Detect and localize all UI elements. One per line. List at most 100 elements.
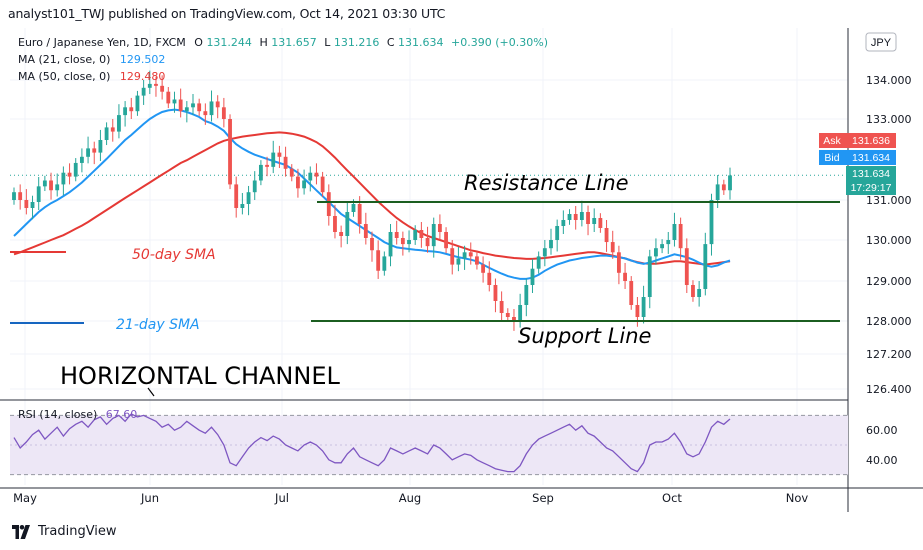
candle-body — [117, 115, 121, 132]
footer-brand[interactable]: TradingView — [10, 524, 117, 539]
candle-body — [549, 240, 553, 249]
candles — [12, 70, 732, 331]
candle-body — [598, 218, 603, 228]
candle-body — [221, 107, 226, 119]
candle-body — [610, 242, 615, 253]
candle-body — [672, 224, 677, 240]
candle-body — [376, 250, 381, 271]
legend-close-value: 131.634 — [398, 36, 444, 49]
channel-pointer — [147, 387, 155, 397]
svg-text:Euro / Japanese Yen, 1D, FXCM: Euro / Japanese Yen, 1D, FXCM O 131.244 … — [18, 36, 548, 49]
candle-body — [339, 232, 344, 236]
bid-value: 131.634 — [852, 152, 890, 164]
candle-body — [302, 180, 307, 189]
candle-body — [721, 184, 726, 191]
channel-annotation: HORIZONTAL CHANNEL — [60, 362, 340, 390]
candle-body — [18, 192, 23, 200]
legend-ma50-label: MA (50, close, 0) — [18, 70, 110, 83]
candle-body — [141, 87, 146, 96]
bid-price-tag — [846, 150, 896, 165]
candle-body — [203, 111, 208, 116]
candle-body — [524, 285, 529, 305]
candle-body — [104, 127, 109, 140]
ask-label: Ask — [823, 135, 841, 147]
candle-body — [154, 83, 158, 86]
legend-open-value: 131.244 — [206, 36, 252, 49]
time-tick-label: Oct — [662, 491, 682, 505]
channel-lines — [311, 201, 840, 322]
publish-header: analyst101_TWJ published on TradingView.… — [8, 6, 446, 21]
ask-price-tag — [846, 133, 896, 148]
candle-body — [172, 99, 177, 104]
candle-body — [561, 220, 566, 226]
price-chart[interactable]: 134.000 133.000 131.000 130.000 129.000 128.0… — [0, 24, 923, 520]
candle-body — [567, 214, 572, 220]
sma21-annotation: 21-day SMA — [116, 317, 200, 333]
candle-body — [493, 285, 498, 301]
candle-body — [147, 83, 152, 88]
candle-body — [616, 252, 621, 273]
candle-body — [400, 238, 405, 245]
candle-body — [481, 264, 486, 273]
candle-body — [703, 244, 708, 289]
svg-text:MA (50, close, 0) 129.480: MA (50, close, 0) 129.480 — [18, 70, 165, 83]
candle-body — [499, 301, 504, 313]
candle-body — [370, 238, 374, 251]
candle-body — [73, 162, 78, 177]
candle-body — [505, 313, 510, 317]
candle-body — [166, 91, 171, 104]
candle-body — [437, 224, 442, 232]
candle-body — [240, 204, 245, 208]
candle-body — [61, 172, 66, 185]
candle-body — [394, 232, 399, 238]
candle-body — [123, 107, 128, 116]
time-tick-label: Jun — [140, 491, 159, 505]
legend-ma21-value: 129.502 — [120, 53, 166, 66]
candle-body — [178, 99, 183, 112]
svg-text:RSI (14, close) 67.60: RSI (14, close) 67.60 — [18, 408, 137, 421]
price-tick-label: 129.000 — [866, 275, 912, 288]
currency-badge[interactable] — [865, 32, 897, 52]
legend-ma50-value: 129.480 — [120, 70, 166, 83]
price-tick-label: 126.400 — [866, 383, 912, 396]
candle-body — [271, 152, 276, 167]
price-axis: 134.000 133.000 131.000 130.000 129.000 128.0… — [866, 74, 912, 467]
candle-body — [431, 224, 436, 247]
candle-body — [536, 256, 541, 269]
candle-body — [12, 192, 16, 200]
price-tick-label: 133.000 — [866, 113, 912, 126]
last-price-tag — [846, 166, 896, 195]
candle-body — [419, 230, 424, 238]
ask-value: 131.636 — [852, 135, 890, 147]
candle-body — [604, 228, 609, 243]
candle-body — [512, 317, 516, 321]
candle-body — [160, 85, 165, 92]
candle-body — [24, 200, 29, 208]
legend-high-value: 131.657 — [271, 36, 317, 49]
legend-open-label: O — [194, 36, 203, 49]
candle-body — [110, 127, 115, 132]
candle-body — [92, 148, 97, 153]
currency-label: JPY — [871, 37, 892, 49]
candle-body — [215, 101, 220, 108]
candle-body — [289, 168, 294, 177]
legend-change: +0.390 (+0.30%) — [451, 36, 548, 49]
candle-body — [49, 180, 53, 191]
candle-body — [654, 248, 658, 257]
candle-body — [407, 240, 411, 245]
candle-body — [351, 204, 356, 212]
candle-body — [277, 152, 282, 157]
price-tick-label: 128.000 — [866, 315, 912, 328]
candle-body — [308, 172, 313, 181]
price-tick-label: 134.000 — [866, 74, 912, 87]
candle-body — [357, 204, 362, 224]
candle-body — [55, 184, 60, 191]
legend-low-value: 131.216 — [334, 36, 380, 49]
rsi-band — [10, 415, 848, 475]
candle-body — [333, 216, 337, 232]
candle-body — [468, 252, 473, 257]
candle-body — [234, 184, 239, 208]
candle-body — [265, 164, 269, 167]
candle-body — [450, 248, 455, 265]
candle-body — [518, 305, 523, 321]
